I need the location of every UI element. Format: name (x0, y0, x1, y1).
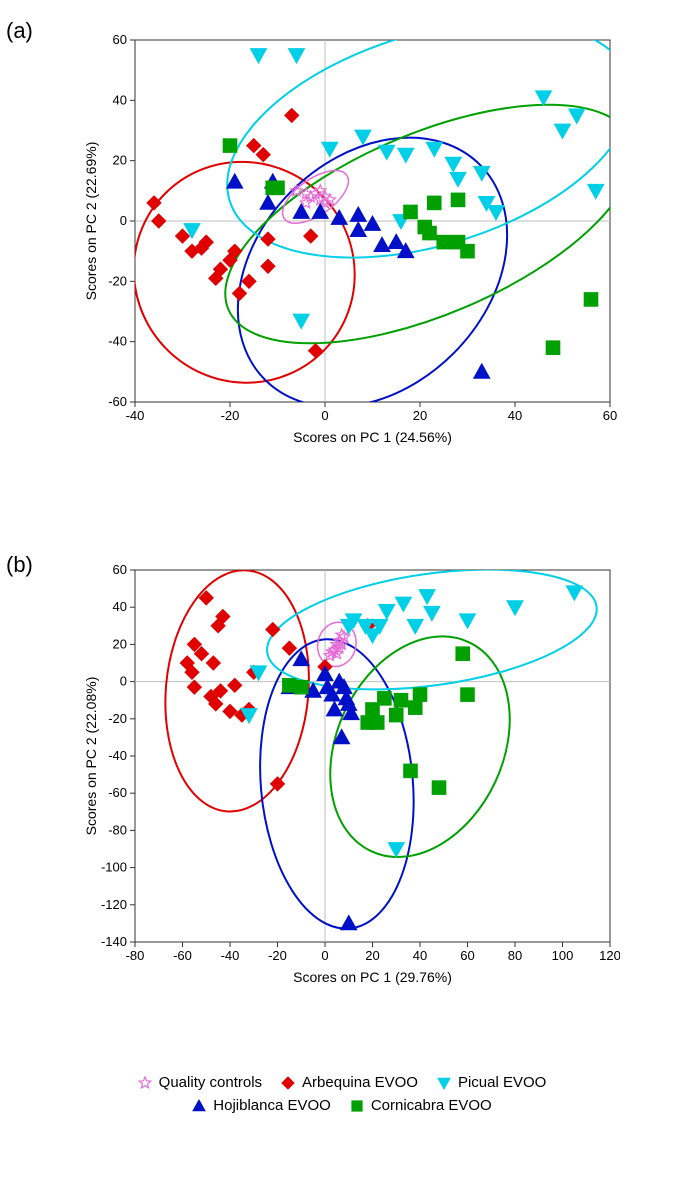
svg-text:60: 60 (460, 948, 474, 963)
svg-text:-40: -40 (221, 948, 240, 963)
point-cornicabra (294, 680, 308, 694)
point-cornicabra (456, 647, 470, 661)
legend-item-arbequina: Arbequina EVOO (280, 1074, 418, 1091)
svg-text:-80: -80 (126, 948, 145, 963)
x-axis-label: Scores on PC 1 (24.56%) (293, 429, 452, 445)
svg-text:-20: -20 (108, 711, 127, 726)
legend-label: Hojiblanca EVOO (213, 1097, 331, 1114)
svg-text:40: 40 (113, 599, 127, 614)
legend: Quality controls Arbequina EVOO Picual EVO… (0, 1068, 683, 1120)
svg-text:0: 0 (120, 213, 127, 228)
legend-label: Quality controls (159, 1074, 262, 1091)
legend-marker-picual (436, 1075, 452, 1091)
svg-text:-140: -140 (101, 934, 127, 949)
svg-text:20: 20 (113, 636, 127, 651)
scatter-panel-b: -80 -60 -40 -20 0 20 40 60 80 100 120 -140 -120 -100 -… (80, 560, 620, 990)
point-cornicabra (408, 701, 422, 715)
scatter-svg-a: -40-200204060-60-40-200204060Scores on P… (80, 30, 620, 450)
svg-text:80: 80 (508, 948, 522, 963)
legend-item-qc: Quality controls (137, 1074, 262, 1091)
scatter-panel-a: -40-200204060-60-40-200204060Scores on P… (80, 30, 620, 450)
point-cornicabra (413, 688, 427, 702)
svg-text:20: 20 (365, 948, 379, 963)
svg-text:0: 0 (120, 674, 127, 689)
point-cornicabra (427, 196, 441, 210)
legend-label: Picual EVOO (458, 1074, 546, 1091)
svg-text:120: 120 (599, 948, 620, 963)
point-cornicabra (394, 693, 408, 707)
x-axis-label: Scores on PC 1 (29.76%) (293, 969, 452, 985)
point-cornicabra (389, 708, 403, 722)
svg-text:-40: -40 (108, 334, 127, 349)
point-cornicabra (370, 716, 384, 730)
svg-text:100: 100 (552, 948, 574, 963)
y-axis-label: Scores on PC 2 (22.08%) (83, 677, 99, 836)
point-cornicabra (223, 139, 237, 153)
svg-text:0: 0 (321, 948, 328, 963)
svg-text:-40: -40 (108, 748, 127, 763)
legend-label: Cornicabra EVOO (371, 1097, 492, 1114)
svg-text:-60: -60 (108, 394, 127, 409)
scatter-svg-b: -80 -60 -40 -20 0 20 40 60 80 100 120 -140 -120 -100 -… (80, 560, 620, 990)
svg-text:40: 40 (413, 948, 427, 963)
legend-marker-hojiblanca (191, 1098, 207, 1114)
legend-marker-qc (137, 1075, 153, 1091)
point-cornicabra (404, 205, 418, 219)
svg-text:0: 0 (321, 408, 328, 423)
legend-item-hojiblanca: Hojiblanca EVOO (191, 1097, 331, 1114)
svg-text:-80: -80 (108, 822, 127, 837)
y-axis-label: Scores on PC 2 (22.69%) (83, 142, 99, 301)
svg-text:-60: -60 (173, 948, 192, 963)
point-cornicabra (437, 235, 451, 249)
legend-marker-arbequina (280, 1075, 296, 1091)
svg-text:20: 20 (113, 153, 127, 168)
legend-item-picual: Picual EVOO (436, 1074, 546, 1091)
svg-text:20: 20 (413, 408, 427, 423)
svg-text:-20: -20 (221, 408, 240, 423)
svg-text:60: 60 (603, 408, 617, 423)
svg-text:60: 60 (113, 32, 127, 47)
point-cornicabra (451, 193, 465, 207)
point-cornicabra (271, 181, 285, 195)
svg-text:-40: -40 (126, 408, 145, 423)
panel-label-b: (b) (6, 552, 33, 578)
svg-text:60: 60 (113, 562, 127, 577)
point-cornicabra (432, 781, 446, 795)
point-cornicabra (404, 764, 418, 778)
svg-text:-20: -20 (268, 948, 287, 963)
svg-text:40: 40 (113, 92, 127, 107)
point-cornicabra (546, 341, 560, 355)
point-cornicabra (378, 692, 392, 706)
svg-text:-100: -100 (101, 860, 127, 875)
page-root: (a) -40-200204060-60-40-200204060Scores … (0, 0, 683, 1178)
point-cornicabra (423, 226, 437, 240)
svg-text:40: 40 (508, 408, 522, 423)
panel-label-a: (a) (6, 18, 33, 44)
svg-text:-120: -120 (101, 897, 127, 912)
legend-marker-cornicabra (349, 1098, 365, 1114)
svg-text:-20: -20 (108, 273, 127, 288)
legend-item-cornicabra: Cornicabra EVOO (349, 1097, 492, 1114)
legend-label: Arbequina EVOO (302, 1074, 418, 1091)
svg-text:-60: -60 (108, 785, 127, 800)
point-cornicabra (584, 293, 598, 307)
point-cornicabra (461, 688, 475, 702)
point-cornicabra (461, 244, 475, 258)
